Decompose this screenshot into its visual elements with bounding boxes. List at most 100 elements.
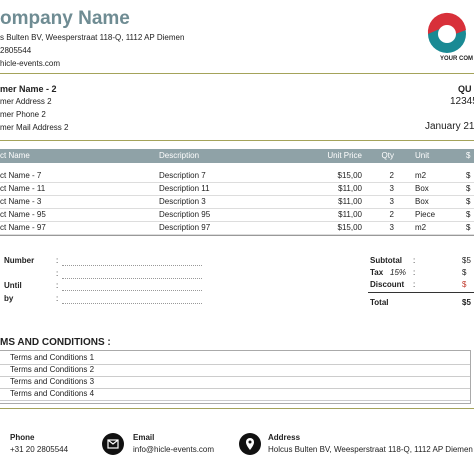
table-cell: ct Name - 7 (0, 171, 42, 180)
divider (0, 408, 474, 409)
table-cell: Description 95 (159, 210, 211, 219)
tax-rate: 15% (390, 268, 407, 277)
row-rule (0, 195, 474, 196)
table-bottom (0, 235, 474, 236)
customer-mail: mer Mail Address 2 (0, 123, 69, 132)
field-line (62, 302, 202, 305)
logo (427, 12, 466, 53)
table-cell: $11,00 (338, 197, 362, 206)
company-name: ompany Name (0, 8, 130, 29)
field-separator: : (56, 293, 59, 303)
field-label: Until (4, 281, 22, 290)
footer-email: info@hicle-events.com (133, 445, 215, 454)
table-cell: m2 (415, 223, 427, 232)
divider (0, 140, 474, 141)
terms-box (0, 350, 471, 404)
column-header: $ (466, 151, 471, 160)
column-header: Unit (415, 151, 430, 160)
table-cell: ct Name - 11 (0, 184, 46, 193)
logo-text: YOUR COM (440, 56, 473, 62)
totals-value: $5 (462, 298, 471, 307)
company-email: hicle-events.com (0, 59, 61, 68)
table-cell: $15,00 (337, 171, 362, 180)
column-header: ct Name (0, 151, 30, 160)
field-label: by (4, 293, 14, 303)
footer-phone-label: Phone (10, 433, 35, 442)
table-cell: 2 (389, 210, 394, 219)
field-line (62, 290, 202, 292)
table-cell: Description 3 (159, 197, 206, 206)
customer-address: mer Address 2 (0, 97, 52, 106)
totals-value: $5 (462, 256, 471, 265)
totals-value: $ (462, 268, 467, 277)
table-cell: Piece (415, 210, 436, 219)
table-cell: Description 7 (159, 171, 206, 180)
field-separator: : (56, 268, 59, 278)
customer-name: mer Name - 2 (0, 84, 57, 94)
email-icon (102, 433, 124, 455)
table-cell: m2 (415, 171, 427, 180)
totals-label: Tax (370, 268, 384, 277)
table-cell: Description 11 (159, 184, 210, 193)
table-cell: 3 (389, 184, 394, 193)
table-cell: $15,00 (337, 223, 362, 232)
column-header: Unit Price (327, 151, 362, 160)
customer-phone: mer Phone 2 (0, 110, 46, 119)
quote-label: QU (458, 84, 472, 94)
table-cell: Box (415, 184, 429, 193)
address-icon (239, 433, 261, 455)
table-cell: ct Name - 97 (0, 223, 46, 232)
table-cell: $11,00 (338, 184, 362, 193)
terms-item: Terms and Conditions 1 (10, 353, 95, 362)
field-line (62, 265, 202, 267)
company-phone: 2805544 (0, 46, 32, 55)
field-line (62, 277, 202, 280)
table-cell: ct Name - 95 (0, 210, 46, 219)
terms-item: Terms and Conditions 3 (10, 377, 95, 386)
table-cell: 2 (389, 171, 394, 180)
quote-date: January 21, (425, 121, 474, 132)
quote-number: 12345 (450, 96, 474, 107)
totals-value: $ (462, 280, 467, 289)
row-rule (0, 234, 474, 235)
terms-rule (0, 376, 470, 377)
field-separator: : (56, 281, 59, 290)
totals-separator: : (413, 256, 416, 265)
footer-phone: +31 20 2805544 (10, 445, 69, 454)
row-rule (0, 182, 474, 183)
totals-label: Subtotal (370, 256, 402, 265)
divider (0, 73, 474, 74)
footer-address-label: Address (268, 433, 301, 442)
terms-rule (0, 364, 470, 365)
totals-rule (368, 292, 474, 293)
row-rule (0, 208, 474, 209)
table-cell: $ (466, 223, 471, 232)
table-cell: Box (415, 197, 429, 206)
totals-label: Discount (370, 280, 405, 289)
table-cell: $ (466, 210, 471, 219)
table-cell: $ (466, 184, 471, 193)
table-cell: 3 (389, 197, 394, 206)
terms-item: Terms and Conditions 4 (10, 389, 95, 398)
totals-label: Total (370, 298, 389, 307)
terms-rule (0, 388, 470, 389)
table-cell: $ (466, 171, 471, 180)
totals-separator: : (413, 268, 416, 277)
field-label: Number (4, 256, 35, 265)
footer-email-label: Email (133, 433, 155, 442)
company-address: s Bulten BV, Weesperstraat 118-Q, 1112 A… (0, 33, 185, 42)
table-cell: $11,00 (338, 210, 362, 219)
terms-title: MS AND CONDITIONS : (0, 337, 111, 348)
row-rule (0, 221, 474, 222)
table-header (0, 149, 474, 163)
totals-separator: : (413, 280, 416, 289)
table-cell: ct Name - 3 (0, 197, 42, 206)
column-header: Description (159, 151, 200, 160)
field-separator: : (56, 256, 59, 265)
terms-item: Terms and Conditions 2 (10, 365, 95, 374)
table-cell: $ (466, 197, 471, 206)
table-cell: 3 (389, 223, 394, 232)
table-cell: Description 97 (159, 223, 211, 232)
terms-rule (0, 400, 470, 401)
